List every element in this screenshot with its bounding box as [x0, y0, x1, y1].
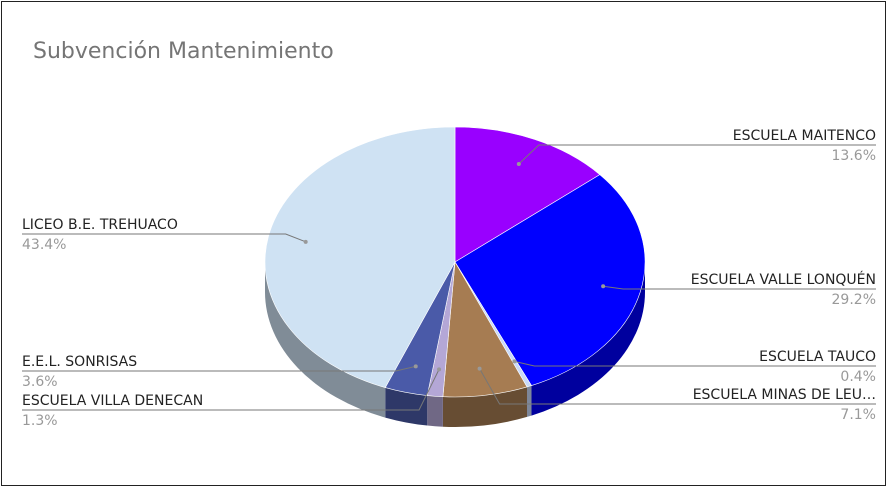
pie-slice: [454, 174, 646, 386]
slice-value-label: 0.4%: [840, 369, 876, 385]
pie-side: [427, 395, 443, 427]
slice-value-label: 7.1%: [840, 407, 876, 423]
pie-side: [527, 385, 532, 417]
leader-line: [479, 368, 876, 405]
leader-dot: [601, 284, 606, 289]
slice-value-label: 43.4%: [22, 237, 66, 253]
slice-label: ESCUELA VALLE LONQUÉN: [691, 271, 876, 288]
leader-dot: [516, 161, 521, 166]
slice-label: ESCUELA MINAS DE LEU…: [693, 387, 876, 403]
slice-label: LICEO B.E. TREHUACO: [22, 217, 178, 233]
slice-value-label: 1.3%: [22, 413, 58, 429]
leader-dot: [477, 366, 482, 371]
slice-value-label: 13.6%: [832, 148, 876, 164]
slice-label: ESCUELA TAUCO: [759, 349, 876, 365]
leader-line: [514, 360, 876, 367]
slice-value-label: 29.2%: [832, 292, 876, 308]
slice-label: E.E.L. SONRISAS: [22, 354, 137, 370]
pie-side: [265, 262, 386, 418]
slice-label: ESCUELA MAITENCO: [733, 128, 876, 144]
leader-line: [22, 233, 306, 243]
leader-line: [603, 285, 876, 290]
leader-line: [22, 365, 416, 372]
pie-side: [385, 387, 428, 426]
pie-side: [531, 262, 645, 416]
slice-label: ESCUELA VILLA DENECAN: [22, 393, 203, 409]
pie-slice: [264, 126, 456, 388]
slice-value-label: 3.6%: [22, 374, 58, 390]
leader-dot: [437, 367, 442, 372]
leader-dot: [303, 239, 308, 244]
leader-line: [22, 369, 440, 411]
chart-title: Subvención Mantenimiento: [33, 39, 334, 64]
leader-line: [518, 144, 876, 165]
pie-slice: [454, 126, 601, 263]
leader-dot: [512, 359, 517, 364]
leader-dot: [413, 364, 418, 369]
